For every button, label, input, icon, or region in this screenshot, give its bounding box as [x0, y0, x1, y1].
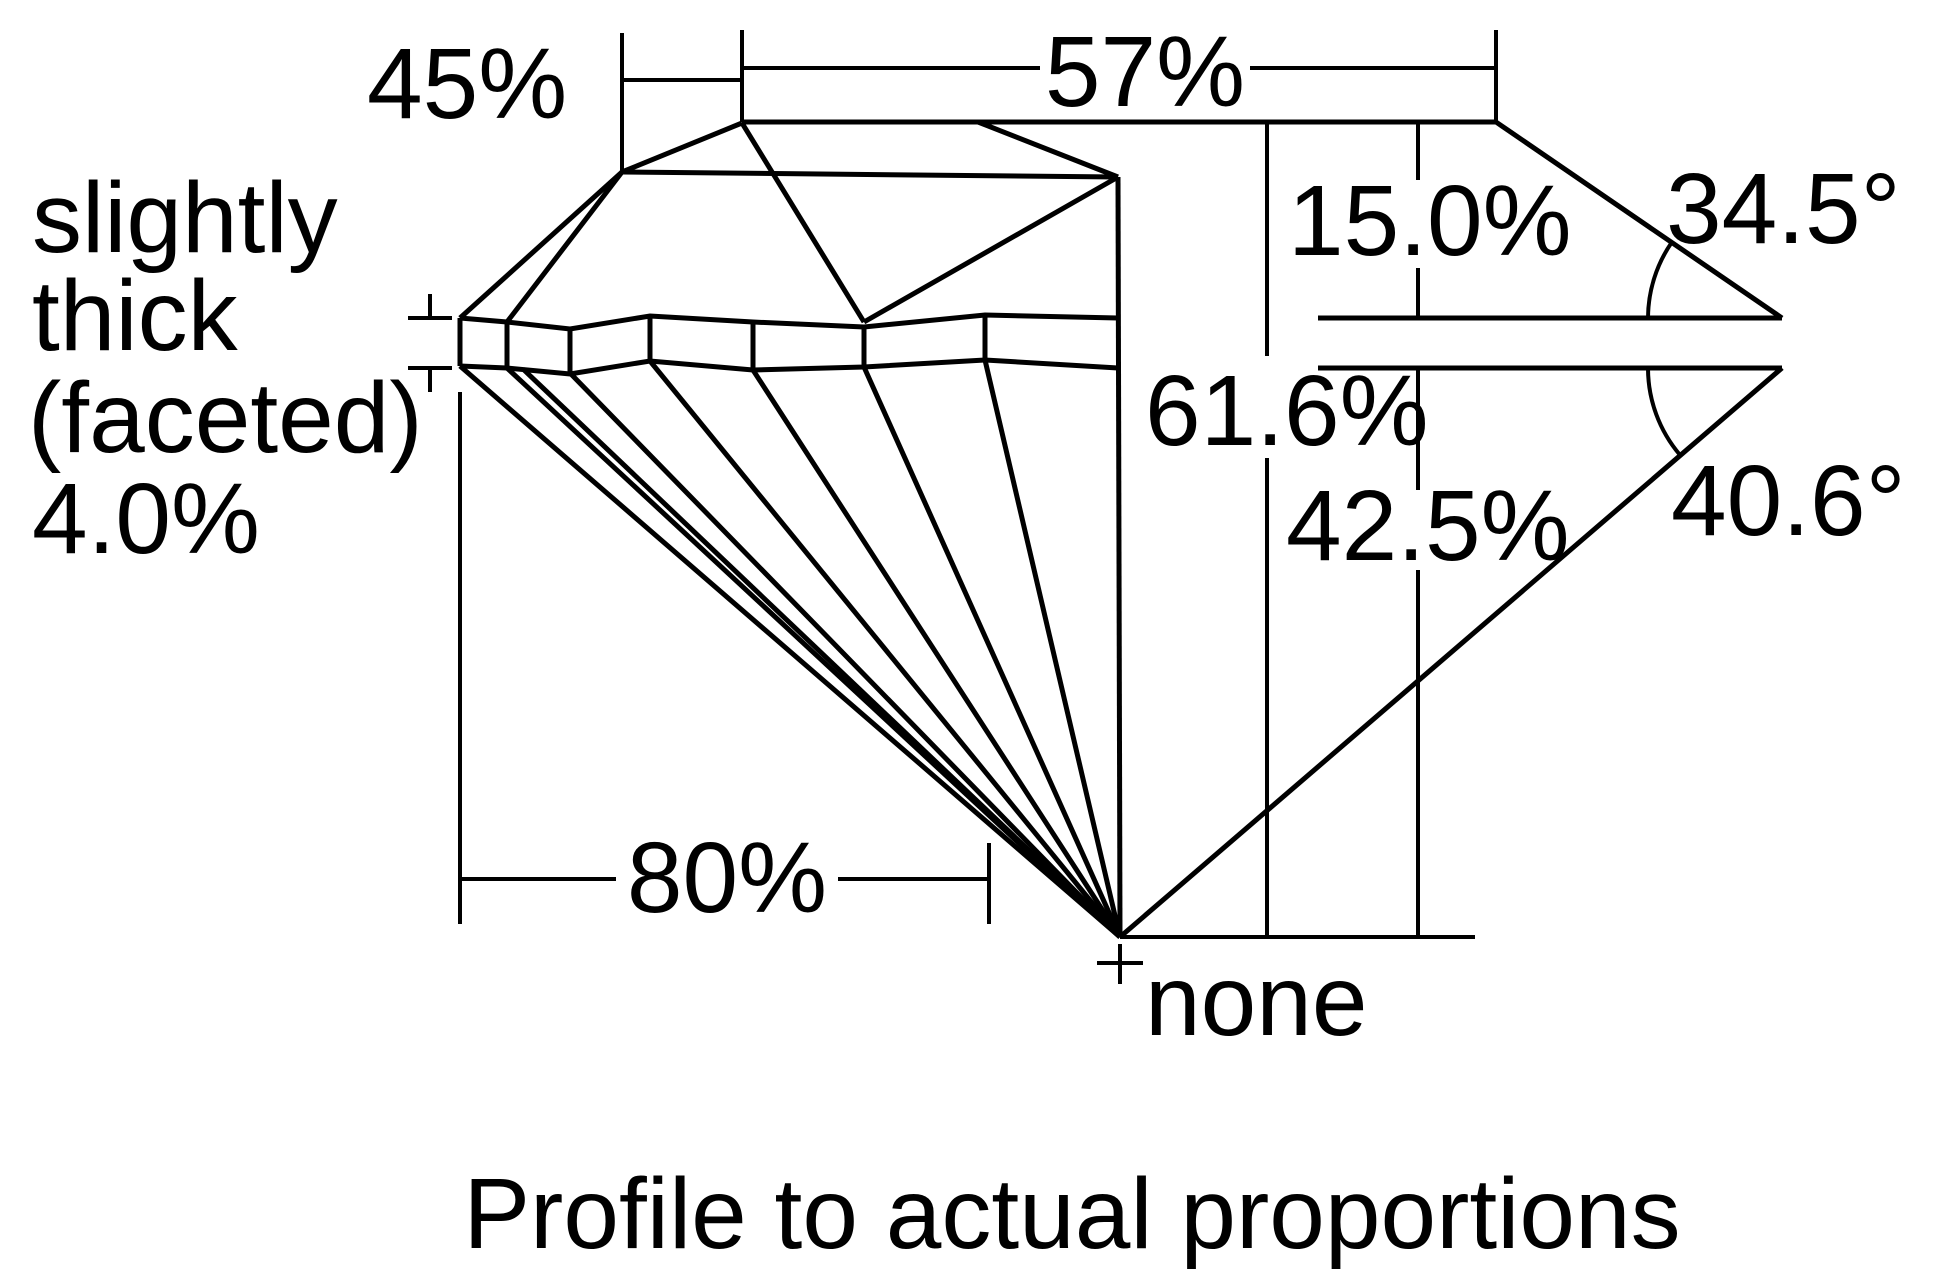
annotation-culet: none — [1097, 935, 1475, 1057]
pavilion-outline-right — [1118, 366, 1784, 939]
girdle-label: slightly thick (faceted) 4.0% — [28, 162, 452, 575]
dimension-crown-height: 15.0% — [1288, 122, 1572, 318]
label-table-size: 57% — [1045, 16, 1245, 128]
girdle-bottom-edge — [459, 357, 1119, 377]
crown-outline-left-upper — [621, 120, 743, 175]
label-culet: none — [1145, 945, 1367, 1057]
dimension-star-length: 45% — [367, 28, 744, 172]
label-star-length: 45% — [367, 28, 567, 140]
bezel-facet-right-edge — [862, 174, 1120, 325]
pavilion-facet-line — [750, 368, 1123, 939]
girdle-top-edge — [459, 312, 1119, 332]
dimension-table-size: 57% — [742, 16, 1498, 128]
label-lower-half: 80% — [627, 822, 827, 934]
dimension-pavilion-depth: 42.5% — [1286, 368, 1570, 937]
center-axis-line — [1115, 176, 1123, 938]
star-facet-edge — [977, 119, 1119, 180]
label-girdle-line1: slightly — [32, 162, 338, 274]
caption-text: Profile to actual proportions — [463, 1158, 1680, 1270]
pavilion-angle-arc — [1645, 367, 1682, 457]
crown-break-line — [621, 169, 1119, 180]
stone-outline — [458, 119, 1784, 939]
label-girdle-line4: 4.0% — [32, 463, 260, 575]
label-total-depth: 61.6% — [1145, 355, 1429, 467]
pavilion-outline-left — [458, 364, 1122, 939]
annotation-crown-angle: 34.5° — [1646, 153, 1901, 319]
pavilion-facet-line — [521, 367, 1122, 939]
annotation-pavilion-angle: 40.6° — [1645, 367, 1906, 557]
crown-angle-arc — [1646, 240, 1674, 319]
girdle-band — [457, 312, 1119, 377]
crown-outline-left-lower — [458, 170, 624, 320]
pavilion-facet-lines — [505, 359, 1123, 939]
pavilion-facet-line — [982, 359, 1123, 938]
label-pavilion-depth: 42.5% — [1286, 470, 1570, 582]
crown-outline-right — [1494, 119, 1784, 321]
pavilion-facet-line — [568, 371, 1122, 939]
crown-facet-lines — [505, 119, 1120, 325]
label-pavilion-angle: 40.6° — [1671, 445, 1906, 557]
pavilion-facet-line — [861, 365, 1123, 939]
pavilion-facet-line — [648, 359, 1122, 939]
label-girdle-line3: (faceted) — [28, 362, 423, 474]
dimension-lower-half: 80% — [458, 392, 991, 934]
dimension-total-depth: 61.6% — [1145, 122, 1429, 937]
bezel-facet-left-edge — [739, 121, 867, 324]
label-crown-angle: 34.5° — [1666, 153, 1901, 265]
upper-girdle-facet-line — [505, 170, 624, 324]
label-crown-height: 15.0% — [1288, 165, 1572, 277]
label-girdle-line2: thick — [32, 260, 239, 372]
